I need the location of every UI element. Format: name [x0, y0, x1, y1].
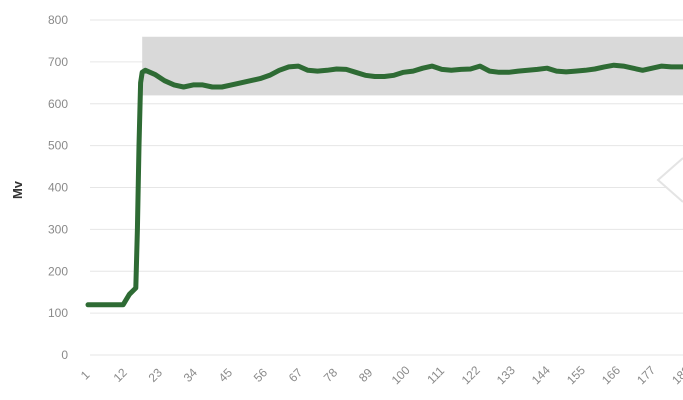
y-tick-label: 200: [48, 264, 68, 278]
x-tick-label: 155: [564, 363, 588, 387]
x-axis-ticks: 1 12 23 34 45 56 67 78 89 100 111 122 133 144 155 166 17…: [78, 363, 683, 387]
x-tick-label: 45: [216, 365, 236, 385]
y-tick-label: 100: [48, 306, 68, 320]
y-axis-ticks: 0 100 200 300 400 500 600 700 800: [48, 13, 68, 362]
series-lines: [85, 62, 683, 308]
x-tick-label: 111: [424, 364, 447, 387]
y-tick-label: 500: [48, 139, 68, 153]
x-tick-label: 12: [111, 365, 131, 385]
y-tick-label: 700: [48, 55, 68, 69]
x-tick-label: 133: [494, 363, 518, 387]
x-tick-label: 89: [356, 365, 376, 385]
y-tick-label: 600: [48, 97, 68, 111]
y-tick-label: 800: [48, 13, 68, 27]
x-tick-label: 122: [459, 363, 483, 387]
y-axis-label: Mv: [10, 180, 25, 199]
x-tick-label: 177: [634, 363, 658, 387]
y-tick-label: 0: [61, 348, 68, 362]
x-tick-label: 144: [529, 363, 553, 387]
x-tick-label: 100: [389, 363, 413, 387]
y-tick-label: 300: [48, 222, 68, 236]
x-tick-label: 67: [286, 365, 306, 385]
x-tick-label: 56: [251, 365, 271, 385]
y-tick-label: 400: [48, 181, 68, 195]
x-tick-label: 166: [599, 363, 623, 387]
x-tick-label: 1: [78, 368, 93, 383]
series-line-0: [85, 62, 683, 308]
x-tick-label: 23: [146, 365, 166, 385]
x-tick-label: 188: [669, 363, 683, 387]
x-tick-label: 34: [181, 365, 201, 385]
chevron-left-icon: [656, 157, 683, 203]
x-tick-label: 78: [321, 365, 341, 385]
grid-lines: [90, 19, 683, 356]
